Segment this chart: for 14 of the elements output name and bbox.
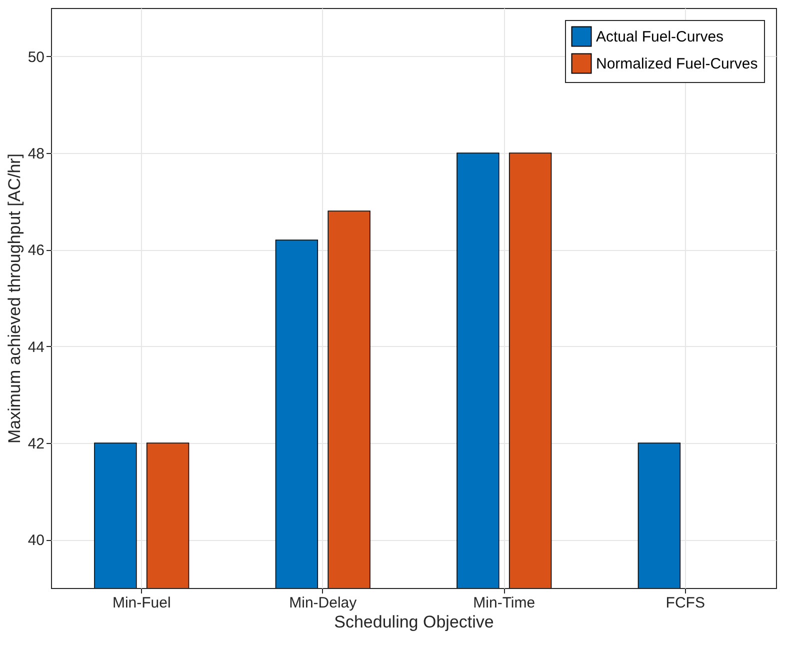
x-tick-label: Min-Time — [473, 594, 536, 612]
legend-label: Normalized Fuel-Curves — [596, 56, 758, 72]
y-tick-label: 50 — [28, 48, 44, 66]
y-tick-label: 46 — [28, 242, 44, 260]
legend-label: Actual Fuel-Curves — [596, 28, 724, 46]
x-axis-title: Scheduling Objective — [334, 612, 494, 632]
y-axis-title: Maximum achieved throughput [AC/hr] — [4, 153, 24, 444]
x-tick-label: Min-Fuel — [112, 594, 171, 612]
y-tick-label: 42 — [28, 436, 44, 452]
x-tick-label: FCFS — [666, 594, 705, 612]
y-tick-label: 48 — [28, 146, 44, 162]
y-tick-label: 44 — [28, 338, 44, 356]
y-tick-label: 40 — [28, 532, 44, 550]
x-tick-label: Min-Delay — [289, 594, 358, 612]
